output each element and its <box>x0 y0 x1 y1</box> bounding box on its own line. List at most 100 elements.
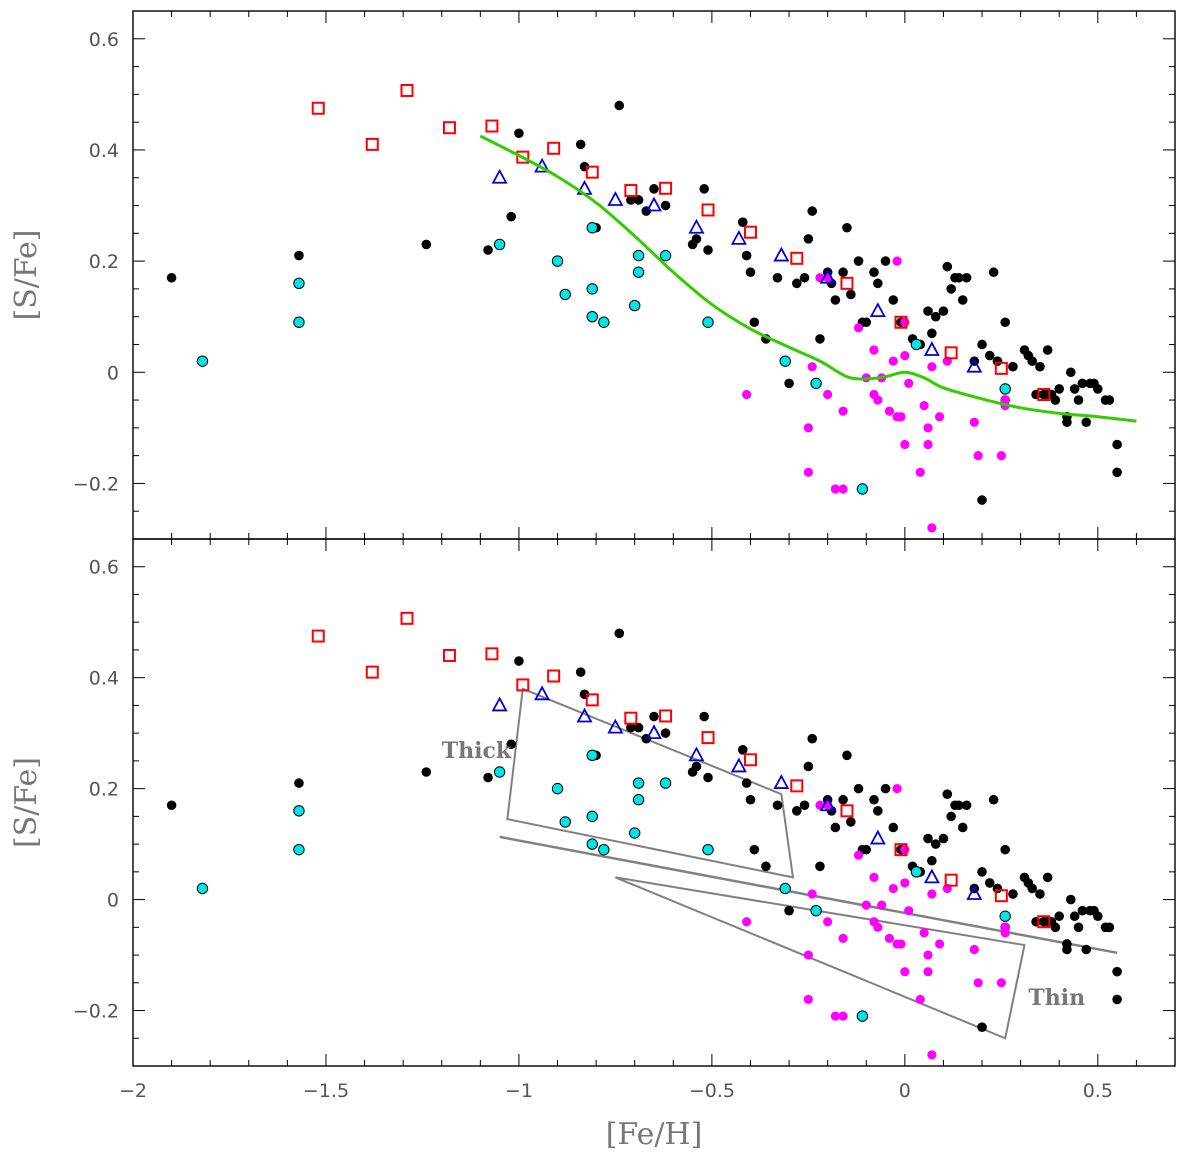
magenta-point-top <box>830 484 840 494</box>
plot-frame-top <box>132 10 1176 540</box>
x-tick-label: 0.5 <box>1083 1080 1113 1102</box>
magenta-point-bottom <box>861 900 871 910</box>
black-point-bottom <box>703 772 713 783</box>
black-point-top <box>506 211 517 222</box>
magenta-point-bottom <box>742 917 752 927</box>
black-point-bottom <box>741 778 752 788</box>
black-point-top <box>942 261 953 272</box>
magenta-point-top <box>923 439 933 450</box>
y-tick-label-top: 0.2 <box>89 251 119 273</box>
red-square-point-top <box>1037 387 1051 401</box>
black-point-top <box>846 289 856 300</box>
black-point-top <box>853 256 864 266</box>
x-tick-label: −0.5 <box>689 1080 735 1102</box>
black-point-top <box>614 100 625 111</box>
black-point-bottom <box>1077 905 1088 916</box>
black-point-bottom <box>927 855 937 866</box>
black-point-bottom <box>633 722 644 733</box>
cyan-point-top <box>586 222 598 234</box>
black-point-top <box>1066 367 1076 378</box>
magenta-point-bottom <box>884 933 895 944</box>
cyan-point-top <box>559 288 571 301</box>
black-point-top <box>1054 384 1065 394</box>
magenta-point-bottom <box>896 939 906 949</box>
red-square-point-bottom <box>365 665 379 679</box>
black-point-top <box>699 184 709 194</box>
black-point-bottom <box>1054 911 1065 922</box>
cyan-point-top <box>779 355 791 367</box>
black-point-bottom <box>977 867 987 877</box>
black-point-top <box>745 267 756 278</box>
cyan-point-top <box>493 238 506 251</box>
red-square-point-top <box>659 181 673 195</box>
magenta-point-bottom <box>934 939 945 949</box>
black-point-bottom <box>421 767 432 777</box>
cyan-point-bottom <box>586 810 598 823</box>
black-point-bottom <box>1008 889 1018 899</box>
red-square-point-bottom <box>743 753 757 767</box>
black-point-bottom <box>1000 844 1010 855</box>
black-point-top <box>1008 361 1018 372</box>
red-square-point-top <box>400 83 414 97</box>
black-point-bottom <box>873 806 883 816</box>
magenta-point-bottom <box>869 872 879 882</box>
black-point-bottom <box>954 800 964 811</box>
x-tick-label: −2 <box>119 1080 147 1102</box>
red-square-point-bottom <box>547 669 561 683</box>
cyan-point-bottom <box>559 816 571 828</box>
blue-triangle-point-top <box>923 341 940 356</box>
cyan-point-top <box>293 316 305 328</box>
black-point-bottom <box>699 711 709 722</box>
black-point-top <box>842 222 852 233</box>
magenta-point-top <box>904 378 914 388</box>
cyan-point-bottom <box>810 904 822 917</box>
x-tick-label: 0 <box>899 1080 911 1102</box>
blue-triangle-point-bottom <box>923 868 940 884</box>
magenta-point-top <box>934 412 945 422</box>
black-point-bottom <box>294 778 304 788</box>
cyan-point-top <box>196 355 209 367</box>
black-point-top <box>888 295 899 305</box>
black-point-bottom <box>1035 889 1045 899</box>
black-point-bottom <box>575 667 586 677</box>
model-curve <box>479 134 1137 423</box>
black-point-bottom <box>977 1022 987 1032</box>
cyan-point-top <box>598 316 610 328</box>
black-point-top <box>1112 439 1122 450</box>
y-tick-label-bottom: 0.4 <box>89 668 119 690</box>
black-point-bottom <box>1081 944 1092 955</box>
cyan-point-bottom <box>910 866 923 878</box>
magenta-point-top <box>892 256 902 266</box>
black-point-top <box>660 200 671 211</box>
cyan-point-top <box>702 316 714 328</box>
black-point-bottom <box>799 800 810 811</box>
black-point-top <box>988 267 999 278</box>
y-tick-label-top: −0.2 <box>73 473 119 495</box>
black-point-bottom <box>1062 944 1072 955</box>
blue-triangle-point-bottom <box>607 718 624 734</box>
red-square-point-bottom <box>659 709 673 723</box>
black-point-top <box>992 356 1003 366</box>
cyan-point-bottom <box>856 1010 869 1022</box>
black-point-top <box>1069 384 1080 394</box>
black-point-top <box>626 195 636 205</box>
cyan-point-bottom <box>632 777 645 789</box>
blue-triangle-point-top <box>491 168 508 184</box>
black-point-top <box>830 295 841 305</box>
magenta-point-top <box>923 423 933 433</box>
cyan-point-bottom <box>551 782 564 795</box>
y-tick-label-bottom: 0.2 <box>89 779 119 801</box>
cyan-point-bottom <box>586 838 598 850</box>
black-point-top <box>1073 395 1084 405</box>
blue-triangle-point-bottom <box>491 696 508 712</box>
cyan-point-bottom <box>196 882 209 895</box>
black-point-top <box>1104 395 1115 405</box>
black-point-top <box>954 272 964 283</box>
magenta-point-bottom <box>853 850 864 860</box>
cyan-point-bottom <box>293 843 305 856</box>
red-square-point-top <box>840 276 854 290</box>
black-point-bottom <box>514 656 524 666</box>
blue-triangle-point-bottom <box>534 685 551 701</box>
red-square-point-bottom <box>485 647 499 661</box>
blue-triangle-point-bottom <box>819 796 836 812</box>
